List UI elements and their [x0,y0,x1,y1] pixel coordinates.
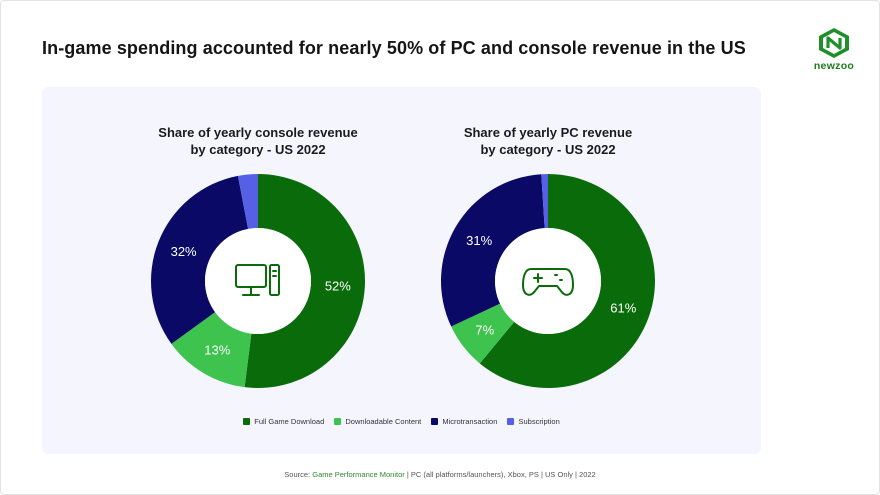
slice-subscription [541,174,548,229]
newzoo-logo: newzoo [808,27,860,73]
chart-title-line1: Share of yearly PC revenue [463,125,633,140]
source-prefix: Source: [284,470,313,479]
donut-hole [205,228,311,334]
console-chart: Share of yearly console revenue by categ… [128,87,388,397]
slice-full-game-download [479,174,655,388]
gamepad-icon [522,268,574,296]
data-label: 7% [475,323,494,338]
pc-chart: Share of yearly PC revenue by category -… [418,87,678,397]
data-label: 13% [204,342,230,357]
chart-panel: Share of yearly console revenue by categ… [42,87,761,454]
legend-swatch [334,418,342,425]
slice-subscription [237,174,258,229]
data-label: 32% [171,244,197,259]
chart-title-line2: by category - US 2022 [480,142,616,157]
legend-item-downloadable-content: Downloadable Content [334,417,421,426]
data-label: 31% [466,233,492,248]
source-note: Source: Game Performance Monitor | PC (a… [0,470,880,479]
legend-label: Subscription [518,417,560,426]
legend-label: Microtransaction [442,417,498,426]
source-link[interactable]: Game Performance Monitor [312,470,405,479]
chart-title: Share of yearly PC revenue by category -… [418,124,678,158]
chart-title: Share of yearly console revenue by categ… [128,124,388,158]
slice-full-game-download [244,174,365,388]
desktop-computer-icon [235,264,280,296]
legend: Full Game Download Downloadable Content … [42,417,761,426]
slice-downloadable-content [451,303,515,364]
legend-label: Downloadable Content [345,417,422,426]
slice-microtransaction [441,174,545,327]
data-label: 52% [325,279,351,294]
legend-label: Full Game Download [254,417,325,426]
source-rest: | PC (all platforms/launchers), Xbox, PS… [404,470,596,479]
legend-item-subscription: Subscription [507,417,560,426]
legend-swatch [507,418,515,425]
chart-title-line2: by category - US 2022 [190,142,326,157]
pc-donut: 61% 7% 31% [441,174,655,388]
chart-title-line1: Share of yearly console revenue [158,125,358,140]
newzoo-logo-icon [819,28,849,58]
page-title: In-game spending accounted for nearly 50… [42,38,746,58]
legend-item-full-game-download: Full Game Download [243,417,324,426]
legend-swatch [431,418,439,425]
legend-item-microtransaction: Microtransaction [431,417,497,426]
slice-downloadable-content [171,312,252,388]
data-label: 61% [610,301,636,316]
slice-microtransaction [151,175,249,344]
logo-text: newzoo [813,60,855,72]
donut-hole [495,228,601,334]
console-donut: 52% 13% 32% [151,174,365,388]
legend-swatch [243,418,251,425]
